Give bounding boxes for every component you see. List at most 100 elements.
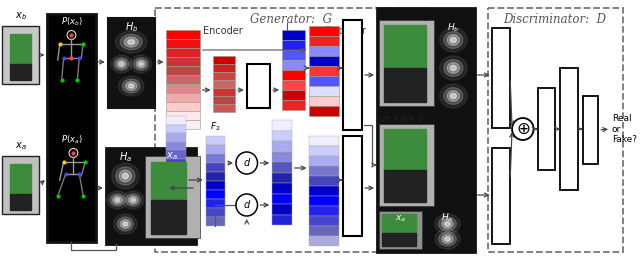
Polygon shape: [440, 56, 467, 80]
Polygon shape: [451, 93, 456, 99]
FancyBboxPatch shape: [205, 190, 225, 199]
FancyBboxPatch shape: [166, 120, 200, 129]
Polygon shape: [384, 170, 426, 202]
FancyBboxPatch shape: [166, 30, 200, 39]
FancyBboxPatch shape: [166, 84, 200, 93]
FancyBboxPatch shape: [205, 154, 225, 163]
FancyBboxPatch shape: [309, 46, 339, 56]
FancyBboxPatch shape: [309, 146, 339, 156]
Text: $P(x_b)$: $P(x_b)$: [61, 16, 83, 28]
FancyBboxPatch shape: [377, 8, 475, 252]
FancyBboxPatch shape: [309, 196, 339, 206]
Polygon shape: [445, 237, 451, 241]
Polygon shape: [447, 35, 460, 45]
FancyBboxPatch shape: [166, 111, 200, 120]
FancyBboxPatch shape: [272, 131, 292, 141]
Polygon shape: [440, 84, 467, 108]
Polygon shape: [435, 229, 460, 249]
FancyBboxPatch shape: [166, 116, 186, 125]
Polygon shape: [122, 173, 129, 179]
Polygon shape: [435, 214, 460, 234]
FancyBboxPatch shape: [309, 166, 339, 176]
FancyBboxPatch shape: [214, 80, 235, 88]
Text: Discriminator:  D: Discriminator: D: [504, 13, 607, 26]
Text: $\oplus$: $\oplus$: [516, 120, 530, 138]
FancyBboxPatch shape: [309, 86, 339, 96]
FancyBboxPatch shape: [272, 194, 292, 204]
Polygon shape: [123, 222, 128, 226]
FancyBboxPatch shape: [166, 192, 186, 201]
Polygon shape: [115, 198, 120, 202]
FancyBboxPatch shape: [166, 75, 200, 84]
Polygon shape: [117, 217, 134, 231]
FancyBboxPatch shape: [342, 20, 362, 130]
FancyBboxPatch shape: [214, 104, 235, 112]
FancyBboxPatch shape: [309, 186, 339, 196]
Polygon shape: [384, 129, 426, 170]
Polygon shape: [136, 60, 146, 68]
FancyBboxPatch shape: [166, 167, 186, 175]
Text: $P(x_a)$: $P(x_a)$: [61, 134, 83, 147]
FancyBboxPatch shape: [282, 50, 305, 60]
FancyBboxPatch shape: [166, 184, 186, 192]
FancyBboxPatch shape: [309, 136, 339, 146]
FancyBboxPatch shape: [166, 133, 186, 141]
FancyBboxPatch shape: [166, 227, 186, 235]
Polygon shape: [451, 37, 456, 43]
FancyBboxPatch shape: [282, 100, 305, 110]
FancyBboxPatch shape: [282, 40, 305, 50]
Polygon shape: [114, 58, 129, 70]
Polygon shape: [10, 164, 31, 194]
FancyBboxPatch shape: [166, 39, 200, 48]
Polygon shape: [119, 170, 131, 182]
Polygon shape: [111, 55, 132, 73]
FancyBboxPatch shape: [205, 145, 225, 154]
FancyBboxPatch shape: [493, 148, 510, 244]
Polygon shape: [128, 39, 134, 44]
FancyBboxPatch shape: [205, 217, 225, 226]
FancyBboxPatch shape: [214, 56, 235, 64]
FancyBboxPatch shape: [282, 80, 305, 90]
FancyBboxPatch shape: [205, 208, 225, 217]
FancyBboxPatch shape: [166, 102, 200, 111]
Polygon shape: [442, 235, 453, 244]
Polygon shape: [125, 194, 141, 206]
Polygon shape: [116, 60, 126, 68]
Polygon shape: [134, 58, 148, 70]
FancyBboxPatch shape: [342, 136, 362, 236]
FancyBboxPatch shape: [493, 28, 510, 128]
FancyBboxPatch shape: [166, 201, 186, 209]
Polygon shape: [131, 198, 136, 202]
Polygon shape: [122, 79, 140, 93]
Polygon shape: [113, 196, 122, 204]
FancyBboxPatch shape: [205, 181, 225, 190]
FancyBboxPatch shape: [166, 150, 186, 158]
Polygon shape: [10, 34, 31, 64]
Polygon shape: [444, 60, 463, 76]
FancyBboxPatch shape: [166, 93, 200, 102]
FancyBboxPatch shape: [205, 199, 225, 208]
Polygon shape: [384, 25, 426, 68]
Text: $H_a$: $H_a$: [442, 211, 454, 223]
Text: $x_a$: $x_a$: [166, 150, 178, 162]
Text: d: d: [244, 200, 250, 210]
Polygon shape: [451, 65, 456, 71]
FancyBboxPatch shape: [309, 156, 339, 166]
Polygon shape: [445, 222, 451, 226]
Polygon shape: [111, 163, 139, 189]
Text: d: d: [244, 158, 250, 168]
FancyBboxPatch shape: [145, 156, 200, 238]
FancyBboxPatch shape: [282, 90, 305, 100]
FancyBboxPatch shape: [2, 26, 39, 84]
Text: $F_1$: $F_1$: [171, 101, 182, 113]
Text: Real $x_b$: Real $x_b$: [397, 11, 431, 23]
FancyBboxPatch shape: [309, 76, 339, 86]
FancyBboxPatch shape: [309, 36, 339, 46]
FancyBboxPatch shape: [379, 208, 472, 248]
Text: $H_b$: $H_b$: [447, 21, 460, 34]
FancyBboxPatch shape: [166, 141, 186, 150]
FancyBboxPatch shape: [166, 209, 186, 218]
FancyBboxPatch shape: [214, 88, 235, 96]
FancyBboxPatch shape: [309, 66, 339, 76]
FancyBboxPatch shape: [166, 48, 200, 57]
